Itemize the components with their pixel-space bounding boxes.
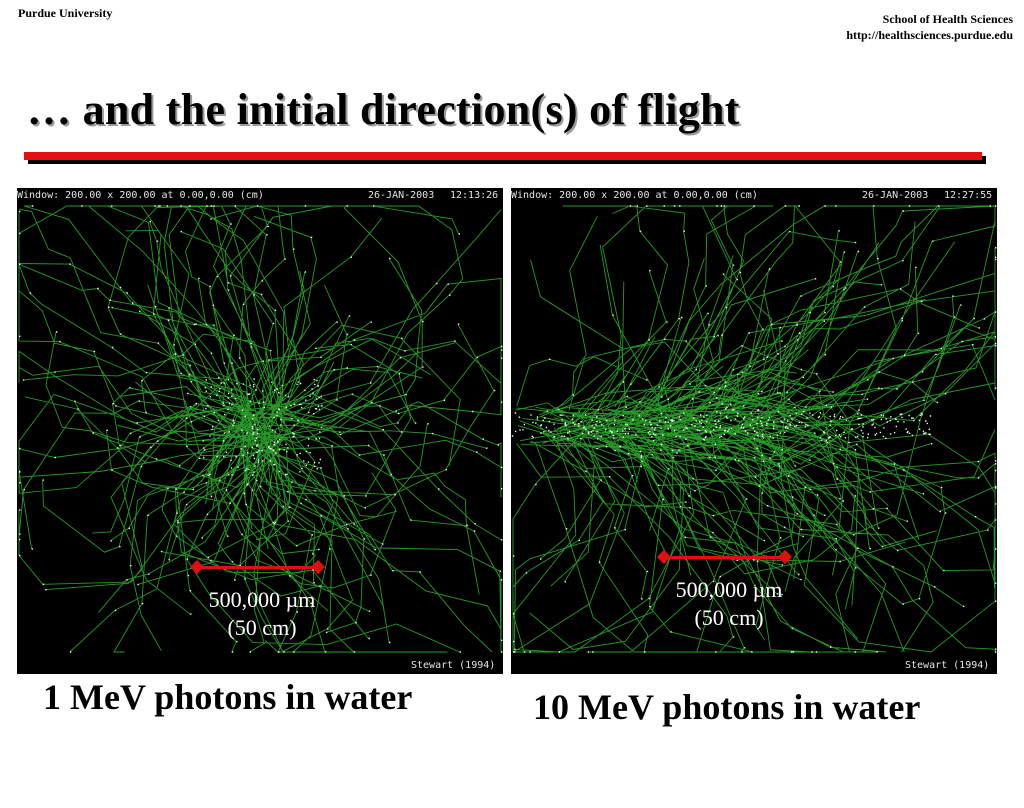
interaction-points	[511, 205, 997, 653]
slide-title: … and the initial direction(s) of flight	[27, 85, 740, 134]
timestamp-time: 12:27:55	[944, 190, 993, 201]
scale-cm: (50 cm)	[227, 615, 297, 640]
header-school-url[interactable]: http://healthsciences.purdue.edu	[846, 28, 1013, 42]
timestamp-time: 12:13:26	[450, 190, 499, 201]
scale-bar	[198, 566, 320, 569]
header-institution: Purdue University	[18, 6, 113, 20]
caption-1mev: 1 MeV photons in water	[43, 677, 413, 717]
scale-label: 500,000 µm (50 cm)	[192, 586, 332, 642]
scale-cm: (50 cm)	[694, 605, 764, 630]
credit: Stewart (1994)	[411, 660, 496, 671]
credit: Stewart (1994)	[905, 660, 990, 671]
photon-tracks-1mev	[18, 205, 503, 653]
scale-label: 500,000 µm (50 cm)	[659, 576, 799, 632]
scale-bar	[665, 556, 787, 559]
interaction-points	[19, 205, 503, 653]
caption-10mev: 10 MeV photons in water	[533, 687, 921, 727]
title-rule	[24, 152, 982, 160]
track-lines	[512, 205, 996, 653]
simulation-panel-10mev: Window: 200.00 x 200.00 at 0.00,0.00 (cm…	[511, 188, 997, 674]
title-rule-shadow	[28, 156, 986, 164]
header-school: School of Health Sciences http://healths…	[846, 11, 1013, 43]
scale-value: 500,000 µm	[675, 577, 783, 602]
simulation-panel-1mev: Window: 200.00 x 200.00 at 0.00,0.00 (cm…	[17, 188, 503, 674]
timestamp-date: 26-JAN-2003	[862, 190, 929, 201]
photon-tracks-10mev	[511, 205, 997, 653]
timestamp-date: 26-JAN-2003	[368, 190, 435, 201]
window-info: Window: 200.00 x 200.00 at 0.00,0.00 (cm…	[511, 190, 758, 201]
scale-value: 500,000 µm	[208, 587, 316, 612]
header-school-name: School of Health Sciences	[882, 12, 1013, 26]
window-info: Window: 200.00 x 200.00 at 0.00,0.00 (cm…	[17, 190, 264, 201]
